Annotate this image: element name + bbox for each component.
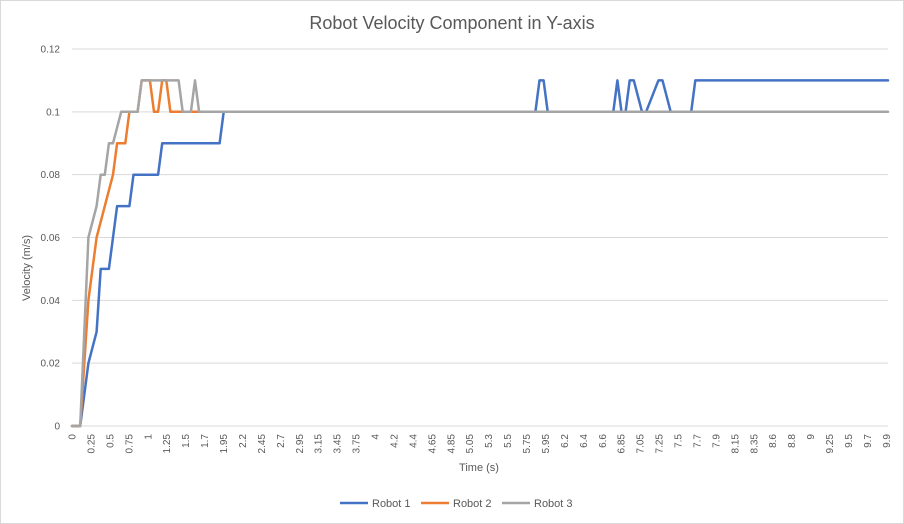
x-tick-label: 2.95 [295,434,306,454]
x-tick-label: 6.2 [560,434,571,448]
x-tick-label: 5.05 [465,434,476,454]
x-tick-label: 2.45 [257,434,268,454]
gridlines [72,48,888,364]
x-tick-label: 9.25 [825,434,836,454]
x-tick-label: 7.9 [711,434,722,448]
x-tick-label: 2.7 [276,434,287,448]
series-lines [70,79,890,428]
x-tick-label: 1.95 [219,434,230,454]
x-tick-label: 3.15 [314,434,325,454]
x-tick-label: 1.7 [200,434,211,448]
x-tick-label: 5.5 [503,434,514,448]
x-tick-label: 7.5 [674,434,685,448]
y-axis-title: Velocity (m/s) [21,235,33,301]
x-tick-label: 9.9 [882,434,893,448]
y-axis-ticks: 0 0.02 0.04 0.06 0.08 0.1 0.12 [41,45,61,433]
legend-label: Robot 3 [534,498,573,510]
x-tick-label: 8.8 [787,434,798,448]
x-axis-ticks: 0 0.25 0.5 0.75 1 1.25 1.5 1.7 1.95 2.2 2.45 2.7 2.9… [68,434,893,454]
x-tick-label: 5.95 [541,434,552,454]
x-tick-label: 8.15 [730,434,741,454]
legend: Robot 1 Robot 2 Robot 3 [340,498,573,510]
y-tick-label: 0.1 [46,107,60,118]
x-tick-label: 7.05 [636,434,647,454]
y-tick-label: 0.06 [41,233,61,244]
x-tick-label: 7.7 [692,434,703,448]
legend-label: Robot 2 [453,498,492,510]
series-line-robot-2 [70,79,742,428]
series-line-robot-3 [70,79,890,428]
x-tick-label: 1.25 [162,434,173,454]
y-tick-label: 0 [54,422,60,433]
x-tick-label: 0 [68,434,79,440]
x-tick-label: 4.65 [427,434,438,454]
x-tick-label: 4 [371,434,382,440]
y-tick-label: 0.12 [41,45,61,56]
x-tick-label: 8.6 [768,434,779,448]
x-tick-label: 4.2 [389,434,400,448]
legend-label: Robot 1 [372,498,411,510]
x-axis-title: Time (s) [459,462,499,474]
x-tick-label: 9 [806,434,817,440]
x-tick-label: 5.75 [522,434,533,454]
x-tick-label: 1 [143,434,154,440]
x-tick-label: 4.85 [446,434,457,454]
series-line-robot-1 [70,79,890,428]
x-tick-label: 0.25 [86,434,97,454]
x-tick-label: 5.3 [484,434,495,448]
chart-title: Robot Velocity Component in Y-axis [309,13,594,33]
x-tick-label: 9.5 [844,434,855,448]
x-tick-label: 1.5 [181,434,192,448]
x-tick-label: 0.75 [124,434,135,454]
x-tick-label: 3.75 [352,434,363,454]
y-tick-label: 0.02 [41,359,61,370]
y-tick-label: 0.04 [41,296,61,307]
x-tick-label: 7.25 [655,434,666,454]
x-tick-label: 3.45 [333,434,344,454]
x-tick-label: 0.5 [105,434,116,448]
y-tick-label: 0.08 [41,170,61,181]
x-tick-label: 4.4 [408,434,419,448]
x-tick-label: 6.4 [579,434,590,448]
x-tick-label: 6.6 [598,434,609,448]
x-tick-label: 2.2 [238,434,249,448]
x-tick-label: 8.35 [749,434,760,454]
x-tick-label: 6.85 [617,434,628,454]
x-tick-label: 9.7 [863,434,874,448]
